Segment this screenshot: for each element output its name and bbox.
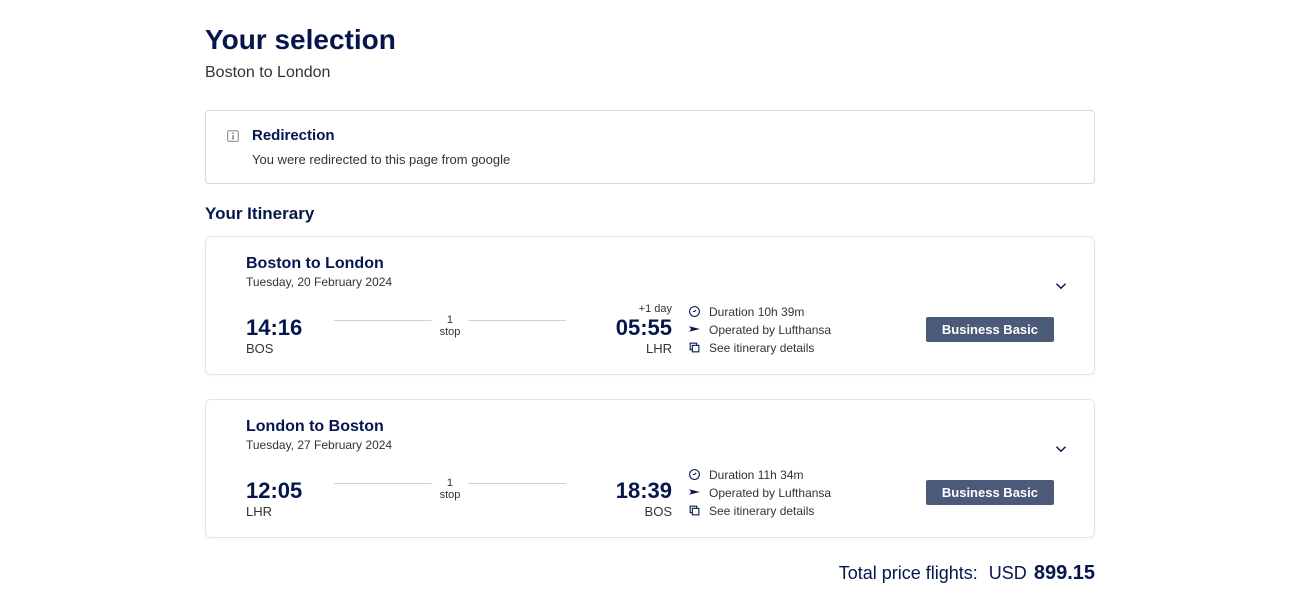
itinerary-details-link[interactable]: See itinerary details — [709, 504, 814, 518]
stops-count: 1 — [440, 477, 461, 489]
total-amount: 899.15 — [1034, 562, 1095, 584]
external-icon — [688, 504, 701, 517]
stops-label: stop — [440, 489, 461, 501]
operator-text: Operated by Lufthansa — [709, 323, 831, 337]
flight-date: Tuesday, 27 February 2024 — [246, 438, 1054, 452]
itinerary-heading: Your Itinerary — [205, 204, 1095, 224]
arrival-time: 05:55 — [582, 316, 672, 339]
departure-time: 14:16 — [246, 316, 318, 339]
departure-block: 12:05 LHR — [246, 466, 318, 519]
plane-icon — [688, 323, 701, 336]
total-price-row: Total price flights: USD 899.15 — [205, 562, 1095, 585]
departure-code: LHR — [246, 504, 318, 519]
clock-icon — [688, 468, 701, 481]
stops-count: 1 — [440, 314, 461, 326]
departure-time: 12:05 — [246, 479, 318, 502]
duration-text: Duration 11h 34m — [709, 468, 804, 482]
stops-connector: 1 stop — [334, 314, 566, 346]
departure-code: BOS — [246, 341, 318, 356]
itinerary-details-link[interactable]: See itinerary details — [709, 341, 814, 355]
page-title: Your selection — [205, 24, 1095, 56]
departure-block: 14:16 BOS — [246, 303, 318, 356]
flight-date: Tuesday, 20 February 2024 — [246, 275, 1054, 289]
notice-body: You were redirected to this page from go… — [226, 152, 1074, 167]
arrival-block: 18:39 BOS — [582, 466, 672, 519]
stops-connector: 1 stop — [334, 477, 566, 509]
arrival-code: BOS — [582, 504, 672, 519]
external-icon — [688, 341, 701, 354]
arrival-code: LHR — [582, 341, 672, 356]
flight-details: Duration 10h 39m Operated by Lufthansa S… — [688, 305, 888, 355]
flight-route: Boston to London — [246, 255, 1054, 273]
flight-card: London to Boston Tuesday, 27 February 20… — [205, 399, 1095, 538]
fare-badge: Business Basic — [926, 480, 1054, 505]
fare-badge: Business Basic — [926, 317, 1054, 342]
flight-card: Boston to London Tuesday, 20 February 20… — [205, 236, 1095, 375]
operator-text: Operated by Lufthansa — [709, 486, 831, 500]
redirection-notice: Redirection You were redirected to this … — [205, 110, 1095, 184]
flight-details: Duration 11h 34m Operated by Lufthansa S… — [688, 468, 888, 518]
duration-text: Duration 10h 39m — [709, 305, 804, 319]
total-label: Total price flights: — [839, 563, 978, 583]
chevron-down-icon[interactable] — [1052, 440, 1070, 458]
arrival-time: 18:39 — [582, 479, 672, 502]
info-icon — [226, 129, 240, 143]
page-subtitle: Boston to London — [205, 64, 1095, 82]
total-currency: USD — [989, 563, 1027, 583]
stops-label: stop — [440, 326, 461, 338]
chevron-down-icon[interactable] — [1052, 277, 1070, 295]
notice-title: Redirection — [252, 127, 335, 144]
clock-icon — [688, 305, 701, 318]
flight-route: London to Boston — [246, 418, 1054, 436]
plane-icon — [688, 486, 701, 499]
arrival-block: +1 day 05:55 LHR — [582, 303, 672, 356]
